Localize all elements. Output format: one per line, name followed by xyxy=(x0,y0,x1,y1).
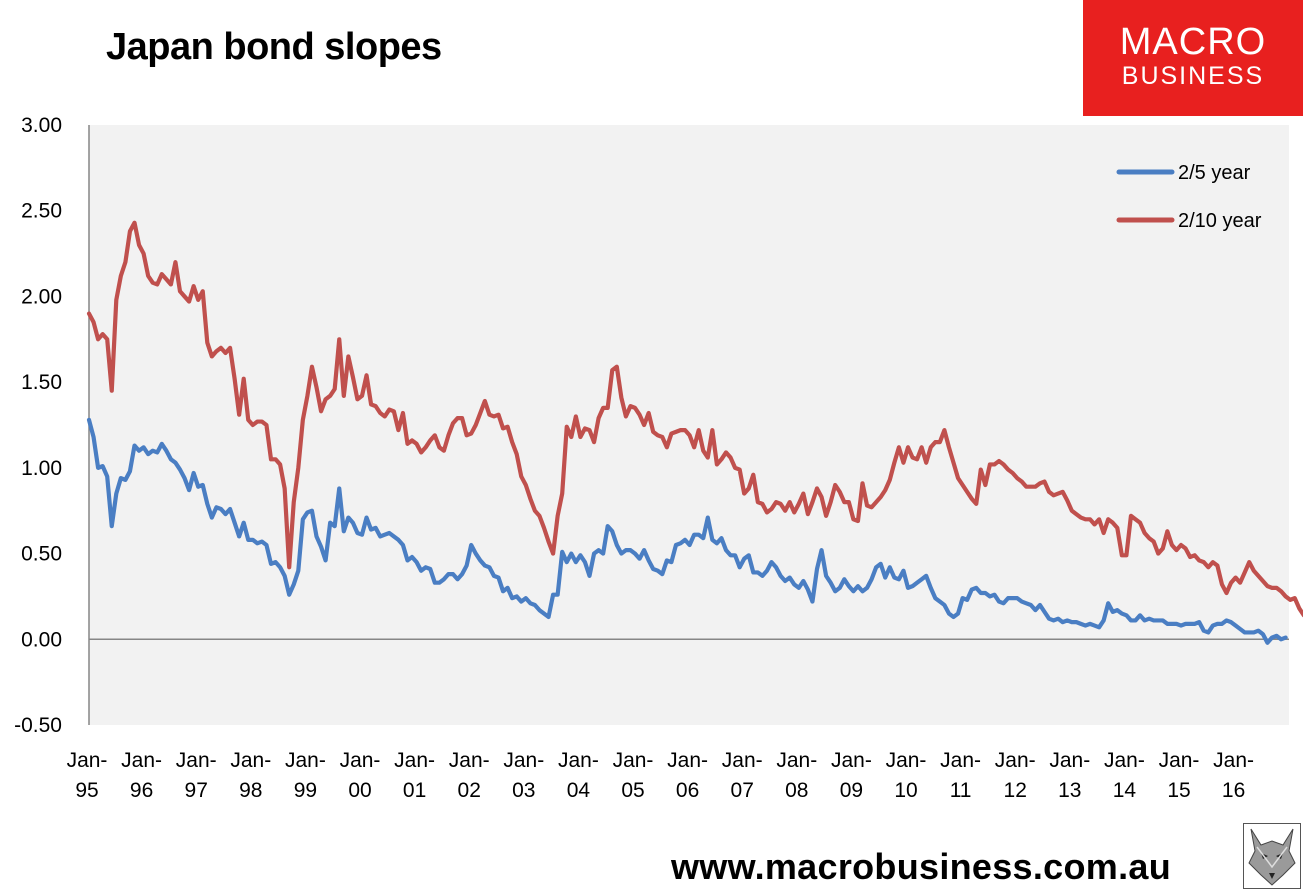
fox-icon xyxy=(1243,823,1301,889)
x-tick-year: 01 xyxy=(403,779,426,800)
x-tick-year: 97 xyxy=(185,779,208,800)
logo-line-1: MACRO xyxy=(1119,21,1267,63)
x-axis-ticks: Jan-95Jan-96Jan-97Jan-98Jan-99Jan-00Jan-… xyxy=(67,749,1254,800)
logo-line-2: BUSINESS xyxy=(1121,62,1265,90)
x-tick-label: Jan- 03 xyxy=(503,749,544,800)
x-tick-prefix: Jan- xyxy=(1049,749,1090,772)
series-line-2-10-year xyxy=(86,220,1303,618)
x-tick-year: 99 xyxy=(294,779,317,800)
x-tick-year: 07 xyxy=(731,779,754,800)
x-tick-prefix: Jan- xyxy=(449,749,490,772)
x-tick-year: 15 xyxy=(1167,779,1190,800)
x-tick-year: 10 xyxy=(894,779,917,800)
x-tick-label: Jan- 12 xyxy=(995,749,1036,800)
x-tick-prefix: Jan- xyxy=(285,749,326,772)
x-tick-prefix: Jan- xyxy=(340,749,381,772)
series-line-2-5-year xyxy=(86,417,1288,645)
x-tick-label: Jan- 95 xyxy=(67,749,108,800)
plot-area xyxy=(89,125,1289,725)
x-tick-label: Jan- 13 xyxy=(1049,749,1090,800)
x-tick-label: Jan- 01 xyxy=(394,749,435,800)
x-tick-prefix: Jan- xyxy=(394,749,435,772)
x-tick-label: Jan- 07 xyxy=(722,749,763,800)
x-tick-label: Jan- 15 xyxy=(1159,749,1200,800)
x-tick-label: Jan- 09 xyxy=(831,749,872,800)
x-tick-year: 16 xyxy=(1222,779,1245,800)
legend-label: 2/10 year xyxy=(1178,210,1262,232)
x-tick-prefix: Jan- xyxy=(613,749,654,772)
x-tick-year: 95 xyxy=(75,779,98,800)
x-tick-label: Jan- 16 xyxy=(1213,749,1254,800)
x-tick-year: 05 xyxy=(621,779,644,800)
y-tick-label: 0.50 xyxy=(21,543,62,566)
x-tick-year: 02 xyxy=(458,779,481,800)
x-tick-prefix: Jan- xyxy=(886,749,927,772)
x-tick-label: Jan- 14 xyxy=(1104,749,1145,800)
y-tick-label: 1.00 xyxy=(21,457,62,480)
y-tick-label: 2.50 xyxy=(21,200,62,223)
x-tick-year: 04 xyxy=(567,779,591,800)
x-tick-prefix: Jan- xyxy=(230,749,271,772)
x-tick-prefix: Jan- xyxy=(995,749,1036,772)
x-tick-year: 06 xyxy=(676,779,699,800)
y-tick-label: 1.50 xyxy=(21,371,62,394)
x-tick-label: Jan- 00 xyxy=(340,749,381,800)
x-tick-label: Jan- 98 xyxy=(230,749,271,800)
x-tick-prefix: Jan- xyxy=(1213,749,1254,772)
x-tick-year: 96 xyxy=(130,779,153,800)
x-tick-label: Jan- 96 xyxy=(121,749,162,800)
legend: 2/5 year 2/10 year xyxy=(1116,162,1262,232)
x-tick-year: 00 xyxy=(348,779,371,800)
series-lines xyxy=(86,220,1303,645)
x-tick-label: Jan- 04 xyxy=(558,749,599,800)
x-tick-prefix: Jan- xyxy=(121,749,162,772)
x-tick-year: 14 xyxy=(1113,779,1137,800)
line-chart: 3.00 2.50 2.00 1.50 1.00 0.50 0.00 -0.50 Jan- 95… xyxy=(14,114,1303,800)
x-tick-prefix: Jan- xyxy=(67,749,108,772)
footer-website: www.macrobusiness.com.au xyxy=(671,846,1172,887)
x-tick-prefix: Jan- xyxy=(176,749,217,772)
x-tick-year: 98 xyxy=(239,779,262,800)
x-tick-label: Jan- 99 xyxy=(285,749,326,800)
x-tick-label: Jan- 02 xyxy=(449,749,490,800)
chart-title: Japan bond slopes xyxy=(106,26,442,68)
y-axis-ticks: 3.00 2.50 2.00 1.50 1.00 0.50 0.00 -0.50 xyxy=(14,114,62,737)
x-tick-prefix: Jan- xyxy=(940,749,981,772)
x-tick-prefix: Jan- xyxy=(1104,749,1145,772)
x-tick-year: 03 xyxy=(512,779,535,800)
x-tick-label: Jan- 08 xyxy=(776,749,817,800)
x-tick-year: 11 xyxy=(950,779,972,800)
x-tick-prefix: Jan- xyxy=(503,749,544,772)
x-tick-prefix: Jan- xyxy=(558,749,599,772)
y-tick-label: -0.50 xyxy=(14,714,62,737)
y-tick-label: 0.00 xyxy=(21,628,62,651)
x-tick-label: Jan- 06 xyxy=(667,749,708,800)
y-tick-label: 3.00 xyxy=(21,114,62,137)
x-tick-year: 09 xyxy=(840,779,863,800)
x-tick-prefix: Jan- xyxy=(831,749,872,772)
x-tick-label: Jan- 97 xyxy=(176,749,217,800)
x-tick-year: 13 xyxy=(1058,779,1081,800)
legend-label: 2/5 year xyxy=(1178,162,1251,184)
x-tick-label: Jan- 11 xyxy=(940,749,981,800)
x-tick-prefix: Jan- xyxy=(776,749,817,772)
x-tick-prefix: Jan- xyxy=(1159,749,1200,772)
x-tick-label: Jan- 05 xyxy=(613,749,654,800)
x-tick-prefix: Jan- xyxy=(722,749,763,772)
x-tick-label: Jan- 10 xyxy=(886,749,927,800)
x-tick-year: 12 xyxy=(1004,779,1027,800)
x-tick-prefix: Jan- xyxy=(667,749,708,772)
macrobusiness-logo: MACRO BUSINESS xyxy=(1083,0,1303,116)
y-tick-label: 2.00 xyxy=(21,285,62,308)
x-tick-year: 08 xyxy=(785,779,808,800)
